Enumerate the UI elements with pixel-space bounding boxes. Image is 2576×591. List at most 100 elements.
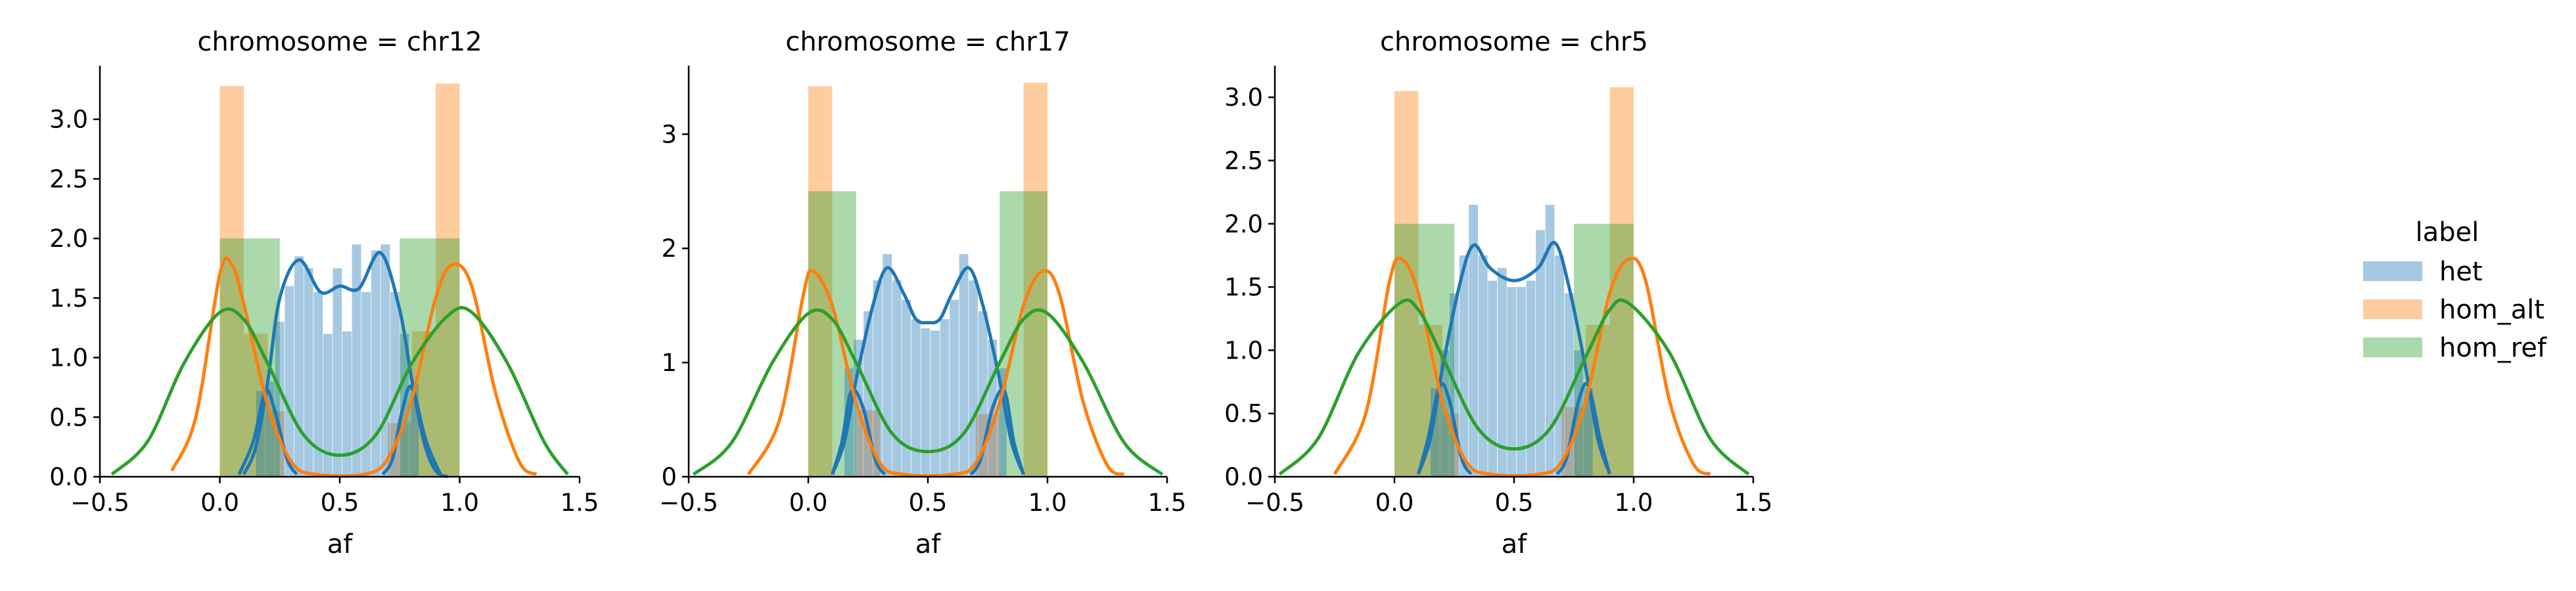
het-bar [1488, 280, 1498, 477]
het-kde-line [1417, 241, 1611, 475]
het-kde-mode-curve [1416, 382, 1473, 475]
facet-panel-1: 0.00.51.01.52.02.53.0−0.5 0.0 0.5 1.0 1.5afc… [49, 27, 599, 559]
x-tick-label: 1.5 [1734, 489, 1773, 517]
facet-panels: 0.00.51.01.52.02.53.0−0.5 0.0 0.5 1.0 1.5afc… [49, 27, 1772, 559]
het-bar [313, 292, 323, 477]
het-kde-mode-curve [1555, 382, 1612, 475]
het-bar [1497, 268, 1507, 477]
y-tick-label: 0.0 [1224, 463, 1263, 491]
het-bar [1545, 204, 1555, 477]
het-bar [1526, 280, 1536, 477]
facet-title: chromosome = chr17 [785, 27, 1070, 57]
x-tick-label: −0.5 [659, 489, 718, 517]
y-tick-label: 1.5 [1224, 273, 1263, 301]
y-tick-label: 2 [661, 234, 677, 263]
het-bar [323, 334, 333, 477]
het-bar [304, 268, 313, 477]
het-bar [342, 331, 352, 477]
y-tick-label: 3 [661, 120, 677, 148]
legend-label-hom-ref: hom_ref [2439, 333, 2547, 363]
legend-label-het: het [2439, 257, 2483, 287]
hom-ref-bar [1000, 191, 1047, 477]
legend-swatch-het [2363, 261, 2422, 281]
hom-alt-kde-line [1333, 256, 1711, 478]
x-tick-label: 0.0 [789, 489, 828, 517]
y-tick-label: 2.0 [49, 225, 88, 253]
y-tick-label: 3.0 [1224, 83, 1263, 112]
het-bar [959, 253, 969, 477]
y-tick-label: 3.0 [49, 106, 88, 134]
x-tick-label: 0.0 [200, 489, 239, 517]
hom-alt-bar [219, 85, 244, 477]
hom-alt-bar [436, 83, 460, 477]
y-tick-label: 2.5 [49, 165, 88, 193]
facet-title: chromosome = chr5 [1380, 27, 1648, 57]
het-bar [285, 286, 294, 477]
het-kde-line [242, 251, 449, 479]
hom-ref-kde-line [110, 306, 569, 476]
x-tick-label: −0.5 [1245, 489, 1304, 517]
het-kde-mode-curve [381, 385, 442, 475]
legend-title: label [2416, 217, 2479, 248]
het-kde-mode-curve [969, 388, 1025, 476]
facet-title: chromosome = chr12 [197, 27, 482, 57]
het-bar [969, 280, 978, 477]
het-bar [940, 319, 950, 477]
legend: label het hom_alt hom_ref [2363, 217, 2547, 363]
legend-swatch-hom-alt [2363, 299, 2422, 319]
legend-label-hom-alt: hom_alt [2439, 295, 2544, 325]
x-tick-label: 1.5 [561, 489, 599, 517]
het-bar [1478, 255, 1488, 477]
y-tick-label: 0.5 [49, 403, 88, 431]
het-kde-mode-curve [237, 388, 298, 475]
y-tick-label: 2.0 [1224, 210, 1263, 238]
x-tick-label: 1.0 [1615, 489, 1653, 517]
het-bar [1583, 388, 1593, 477]
x-tick-label: 0.5 [321, 489, 359, 517]
hom-ref-kde-line [692, 308, 1164, 476]
x-tick-label: −0.5 [70, 489, 129, 517]
het-bar [1507, 287, 1517, 477]
legend-entries: het hom_alt hom_ref [2363, 257, 2547, 363]
x-axis-label: af [915, 529, 942, 559]
y-tick-label: 2.5 [1224, 146, 1263, 175]
x-axis-label: af [327, 529, 354, 559]
het-bar [1555, 255, 1565, 477]
x-axis-label: af [1502, 529, 1528, 559]
x-tick-label: 0.5 [909, 489, 948, 517]
het-bar [352, 244, 361, 477]
y-tick-label: 1.5 [49, 284, 88, 313]
x-tick-label: 0.0 [1375, 489, 1414, 517]
het-bar [1536, 230, 1545, 477]
hom-ref-kde-line [1278, 298, 1750, 476]
x-tick-label: 0.5 [1495, 489, 1534, 517]
het-kde-mode-curve [831, 388, 886, 476]
y-tick-label: 0.0 [49, 463, 88, 491]
het-bar [883, 253, 892, 477]
het-kde-line [831, 266, 1025, 475]
het-bar [902, 299, 911, 477]
y-tick-label: 1.0 [49, 344, 88, 372]
x-tick-label: 1.5 [1148, 489, 1187, 517]
het-bar [931, 330, 940, 477]
x-tick-label: 1.0 [440, 489, 479, 517]
het-bar [380, 244, 390, 477]
het-bar [873, 280, 883, 477]
y-tick-label: 1 [661, 349, 677, 377]
het-bar [921, 328, 931, 477]
het-bar [361, 292, 371, 477]
facet-panel-2: 0 1 2 3 −0.5 0.0 0.5 1.0 1.5 af chromosome = chr17 [659, 27, 1186, 559]
het-bar [1574, 350, 1584, 477]
het-bar [1459, 255, 1469, 477]
x-tick-label: 1.0 [1028, 489, 1067, 517]
y-tick-label: 0.5 [1224, 400, 1263, 428]
facet-panel-3: 0.00.51.01.52.02.53.0−0.5 0.0 0.5 1.0 1.5afc… [1224, 27, 1772, 559]
het-bar [294, 256, 304, 477]
y-tick-label: 1.0 [1224, 336, 1263, 364]
het-bar [892, 280, 902, 477]
het-bar [911, 319, 921, 477]
het-bar [333, 268, 342, 477]
legend-swatch-hom-ref [2363, 338, 2422, 357]
y-tick-label: 0 [661, 463, 677, 491]
